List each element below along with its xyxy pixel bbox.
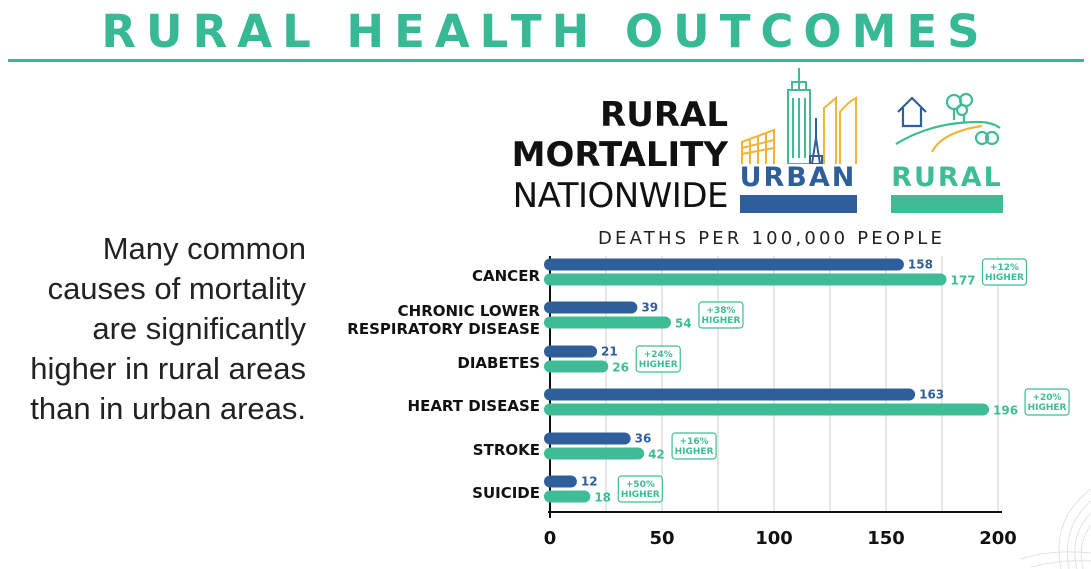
chart-title-line: NATIONWIDE <box>512 176 729 216</box>
urban-value-label: 21 <box>601 345 618 359</box>
legend-urban-label: URBAN <box>739 162 857 193</box>
category-label: SUICIDE <box>472 484 540 502</box>
x-tick-label: 200 <box>979 528 1017 549</box>
rural-value-label: 42 <box>648 448 665 462</box>
intro-line: are significantly <box>92 311 306 346</box>
badge-percent: +24% <box>644 350 673 360</box>
intro-line: higher in rural areas <box>30 351 306 386</box>
category-label: STROKE <box>473 441 540 459</box>
badge-percent: +16% <box>680 437 709 447</box>
page-title: RURAL HEALTH OUTCOMES <box>101 5 990 58</box>
intro-text: Many common causes of mortality are sign… <box>6 229 306 429</box>
difference-badge <box>617 475 663 503</box>
badge-text: HIGHER <box>1028 403 1067 413</box>
intro-line: causes of mortality <box>47 271 306 306</box>
badge-text: HIGHER <box>985 273 1024 283</box>
rural-value-label: 18 <box>594 491 611 505</box>
badge-text: HIGHER <box>702 316 741 326</box>
badge-text: HIGHER <box>621 490 660 500</box>
rural-bar <box>544 360 609 373</box>
difference-badge <box>635 345 681 373</box>
urban-bar <box>544 258 904 271</box>
badge-percent: +20% <box>1032 393 1061 403</box>
x-tick-label: 100 <box>755 528 793 549</box>
intro-line: than in urban areas. <box>30 391 306 426</box>
rural-value-label: 196 <box>993 404 1018 418</box>
badge-percent: +50% <box>626 480 655 490</box>
category-label: CANCER <box>472 267 540 285</box>
category-label: CHRONIC LOWER <box>398 302 541 320</box>
rural-value-label: 54 <box>675 317 692 331</box>
city-skyline-icon <box>741 68 857 164</box>
rural-bar <box>544 316 671 329</box>
badge-percent: +38% <box>706 306 735 316</box>
legend-rural-label: RURAL <box>891 162 1003 193</box>
intro-line: Many common <box>102 231 306 266</box>
house-and-trees-icon <box>895 92 1001 152</box>
x-tick-label: 0 <box>544 528 557 549</box>
difference-badge <box>981 258 1028 286</box>
urban-value-label: 12 <box>581 475 598 489</box>
category-label: DIABETES <box>457 354 540 372</box>
rural-bar <box>544 490 591 503</box>
urban-bar <box>544 345 598 358</box>
rural-value-label: 26 <box>612 361 629 375</box>
difference-badge <box>671 432 717 460</box>
urban-bar <box>544 475 577 488</box>
legend-urban-swatch <box>740 195 857 213</box>
urban-bar <box>544 432 631 445</box>
category-label: RESPIRATORY DISEASE <box>347 320 540 338</box>
badge-text: HIGHER <box>639 360 678 370</box>
difference-badge <box>1024 388 1070 416</box>
rural-bar <box>544 447 645 460</box>
x-tick-label: 150 <box>867 528 905 549</box>
urban-bar <box>544 301 638 314</box>
title-rule <box>8 59 1084 62</box>
difference-badge <box>698 301 744 329</box>
chart-subtitle: DEATHS PER 100,000 PEOPLE <box>598 228 946 249</box>
urban-value-label: 36 <box>635 432 652 446</box>
category-label: HEART DISEASE <box>408 397 540 415</box>
urban-value-label: 39 <box>641 301 658 315</box>
rural-bar <box>544 273 947 286</box>
urban-value-label: 163 <box>919 388 944 402</box>
legend-rural-swatch <box>891 195 1003 213</box>
chart-title-line: MORTALITY <box>511 135 728 175</box>
badge-percent: +12% <box>990 263 1019 273</box>
rural-bar <box>544 403 990 416</box>
urban-value-label: 158 <box>908 258 933 272</box>
decorative-arcs <box>1021 488 1091 569</box>
rural-value-label: 177 <box>950 274 975 288</box>
chart-title-line: RURAL <box>600 95 728 135</box>
badge-text: HIGHER <box>675 447 714 457</box>
x-tick-label: 50 <box>649 528 674 549</box>
urban-bar <box>544 388 916 401</box>
